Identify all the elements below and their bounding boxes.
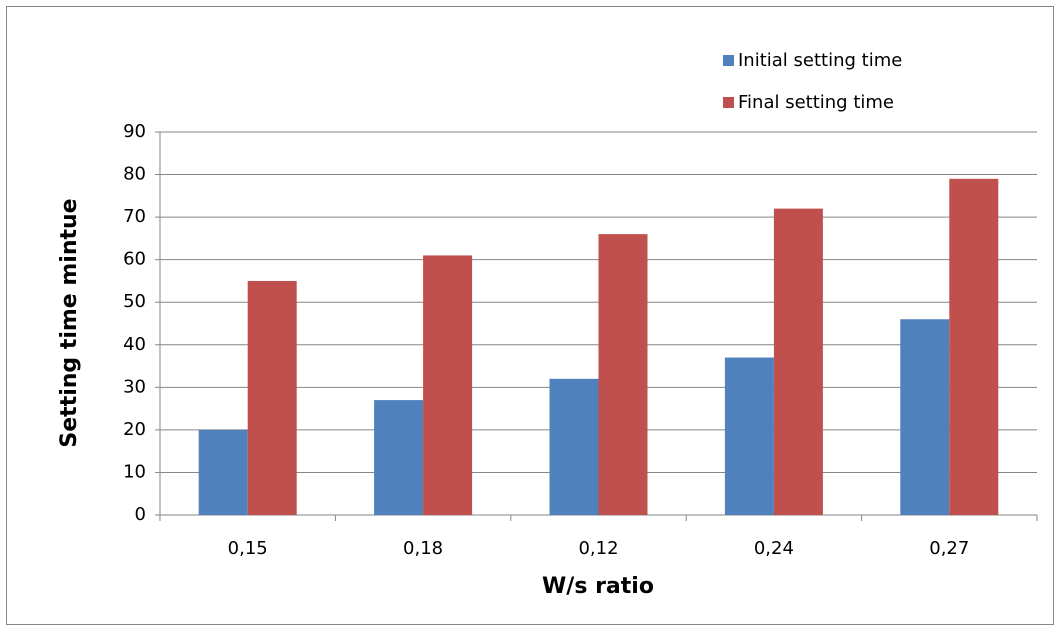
bar [949, 178, 999, 516]
bar [198, 429, 248, 515]
y-tick-label: 70 [123, 206, 146, 227]
y-tick-label: 60 [123, 249, 146, 270]
legend-label: Final setting time [738, 92, 894, 113]
y-tick-label: 20 [123, 419, 146, 440]
bar [598, 234, 648, 515]
y-tick-label: 80 [123, 164, 146, 185]
y-tick-label: 30 [123, 376, 146, 397]
y-tick-label: 50 [123, 291, 146, 312]
x-axis-label: W/s ratio [542, 574, 654, 599]
bar [247, 280, 297, 515]
bar [773, 208, 823, 515]
bar [900, 319, 950, 515]
x-tick-label: 0,24 [754, 538, 794, 559]
legend-swatch [723, 55, 734, 66]
y-tick-label: 90 [123, 121, 146, 142]
y-tick-label: 0 [135, 504, 146, 525]
y-axis-label: Setting time mintue [57, 198, 82, 447]
chart-frame [6, 6, 1054, 625]
x-tick-label: 0,15 [228, 538, 268, 559]
y-tick-label: 40 [123, 334, 146, 355]
bar [724, 357, 774, 515]
x-tick-label: 0,18 [403, 538, 443, 559]
legend-swatch [723, 97, 734, 108]
bar [374, 400, 424, 515]
y-tick-label: 10 [123, 461, 146, 482]
bar [423, 255, 473, 515]
x-tick-label: 0,12 [578, 538, 618, 559]
bar [549, 378, 599, 515]
x-tick-label: 0,27 [929, 538, 969, 559]
legend-label: Initial setting time [738, 50, 902, 71]
